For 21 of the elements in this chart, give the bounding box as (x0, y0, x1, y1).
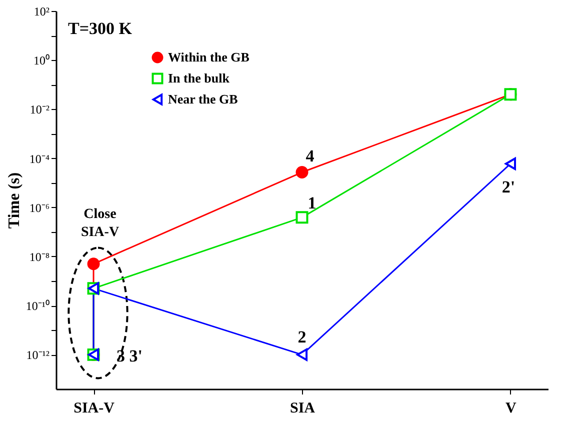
legend-label: In the bulk (168, 70, 230, 86)
annotation: T=300 K (68, 19, 133, 38)
y-tick-label: 10⁻¹² (26, 348, 50, 362)
annotation: 4 (306, 146, 315, 166)
legend-label: Within the GB (168, 50, 250, 64)
legend-label: Near the GB (168, 92, 238, 106)
y-tick-label: 10⁻¹⁰ (26, 299, 50, 314)
annotation: 2 (298, 328, 306, 347)
y-axis-title: Time (s) (6, 172, 23, 229)
annotation: 2' (502, 178, 516, 197)
x-tick-label: SIA-V (74, 400, 115, 416)
x-tick-label: SIA (290, 400, 316, 416)
y-tick-label: 10⁻⁶ (29, 200, 50, 215)
y-tick-label: 10⁰ (34, 54, 50, 68)
y-tick-label: 10⁻² (30, 102, 50, 117)
annotation: 1 (308, 193, 316, 212)
y-tick-label: 10⁻⁸ (29, 250, 50, 264)
y-tick-label: 10² (34, 4, 50, 18)
y-tick-label: 10⁻⁴ (29, 152, 50, 166)
annotation: Close SIA-V (80, 207, 120, 240)
x-tick-label: V (506, 400, 517, 416)
